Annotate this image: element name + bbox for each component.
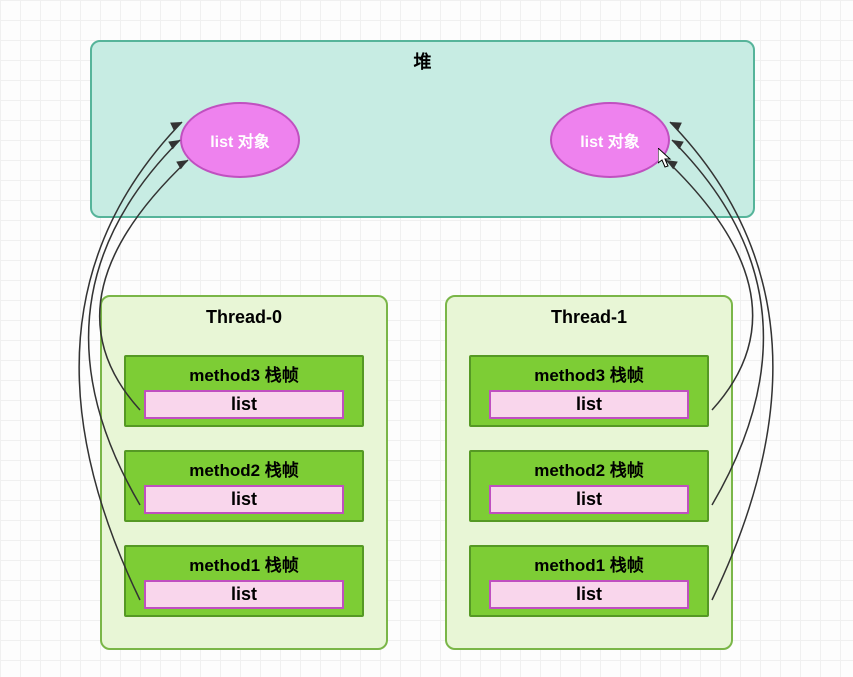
- heap-object-1: list 对象: [550, 102, 670, 178]
- stack-frame: method3 栈帧 list: [124, 355, 364, 427]
- frame-var-slot: list: [144, 485, 344, 514]
- frame-label: method2 栈帧: [126, 452, 362, 481]
- stack-frame: method1 栈帧 list: [469, 545, 709, 617]
- heap-title: 堆: [92, 48, 753, 74]
- heap-object-label: list 对象: [210, 128, 270, 152]
- frame-var-slot: list: [489, 485, 689, 514]
- frame-label: method1 栈帧: [471, 547, 707, 576]
- frame-var-slot: list: [489, 580, 689, 609]
- frame-var-label: list: [576, 394, 602, 414]
- heap-object-label: list 对象: [580, 128, 640, 152]
- frame-var-slot: list: [144, 390, 344, 419]
- thread-title: Thread-0: [102, 297, 386, 336]
- frame-var-label: list: [231, 584, 257, 604]
- frame-label: method3 栈帧: [471, 357, 707, 386]
- frame-var-label: list: [576, 489, 602, 509]
- stack-frame: method1 栈帧 list: [124, 545, 364, 617]
- frame-var-slot: list: [489, 390, 689, 419]
- thread-title: Thread-1: [447, 297, 731, 336]
- frame-var-label: list: [231, 394, 257, 414]
- cursor-icon: [658, 148, 672, 168]
- stack-frame: method3 栈帧 list: [469, 355, 709, 427]
- stack-frame: method2 栈帧 list: [469, 450, 709, 522]
- frame-label: method1 栈帧: [126, 547, 362, 576]
- diagram-canvas: 堆list 对象list 对象Thread-0method3 栈帧listmet…: [0, 0, 853, 677]
- frame-var-slot: list: [144, 580, 344, 609]
- frame-label: method3 栈帧: [126, 357, 362, 386]
- frame-var-label: list: [231, 489, 257, 509]
- heap-object-0: list 对象: [180, 102, 300, 178]
- frame-var-label: list: [576, 584, 602, 604]
- stack-frame: method2 栈帧 list: [124, 450, 364, 522]
- frame-label: method2 栈帧: [471, 452, 707, 481]
